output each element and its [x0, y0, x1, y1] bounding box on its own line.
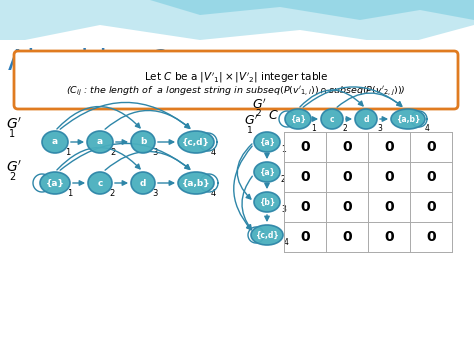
Text: 0: 0 — [384, 200, 394, 214]
Ellipse shape — [88, 172, 112, 194]
Text: a: a — [52, 137, 58, 147]
Text: a: a — [97, 137, 103, 147]
Text: 0: 0 — [342, 170, 352, 184]
Text: 1: 1 — [281, 145, 286, 154]
Text: b: b — [140, 137, 146, 147]
Text: 0: 0 — [300, 170, 310, 184]
Text: $G'$: $G'$ — [244, 114, 259, 128]
Ellipse shape — [131, 131, 155, 153]
Text: 4: 4 — [211, 148, 216, 157]
Ellipse shape — [254, 132, 280, 152]
Ellipse shape — [355, 109, 377, 129]
Text: {a}: {a} — [290, 115, 306, 124]
Text: 0: 0 — [426, 230, 436, 244]
Text: d: d — [140, 179, 146, 187]
Text: 3: 3 — [377, 124, 382, 133]
Text: 1: 1 — [311, 124, 316, 133]
Text: 0: 0 — [426, 140, 436, 154]
Text: {b}: {b} — [259, 197, 275, 207]
Text: {a}: {a} — [259, 137, 275, 147]
FancyBboxPatch shape — [14, 51, 458, 109]
Text: 3: 3 — [152, 189, 157, 198]
Text: $G'$: $G'$ — [6, 117, 22, 132]
Text: 4: 4 — [211, 189, 216, 198]
Text: 0: 0 — [300, 140, 310, 154]
Text: 0: 0 — [342, 140, 352, 154]
Text: 0: 0 — [342, 230, 352, 244]
Text: c: c — [97, 179, 103, 187]
Text: 0: 0 — [384, 170, 394, 184]
Text: 2: 2 — [109, 189, 114, 198]
Ellipse shape — [131, 172, 155, 194]
Text: {a}: {a} — [46, 179, 64, 187]
Text: 4: 4 — [284, 238, 289, 247]
Text: 1: 1 — [247, 126, 253, 135]
Text: {c,d}: {c,d} — [182, 137, 210, 147]
Text: 0: 0 — [426, 200, 436, 214]
Text: 2: 2 — [343, 124, 348, 133]
Text: 2: 2 — [255, 109, 261, 118]
Text: $G'$: $G'$ — [6, 160, 22, 175]
Text: {a,b}: {a,b} — [396, 115, 420, 124]
Ellipse shape — [40, 172, 70, 194]
Text: 2: 2 — [110, 148, 115, 157]
Text: 0: 0 — [384, 140, 394, 154]
Text: 2: 2 — [9, 172, 15, 182]
Ellipse shape — [391, 109, 425, 129]
Text: 4: 4 — [425, 124, 430, 133]
Polygon shape — [0, 0, 474, 45]
Text: 0: 0 — [300, 230, 310, 244]
Ellipse shape — [87, 131, 113, 153]
Text: {c,d}: {c,d} — [255, 230, 279, 240]
Text: 3: 3 — [152, 148, 157, 157]
Text: {a,b}: {a,b} — [182, 179, 210, 187]
Text: 2: 2 — [281, 175, 286, 184]
Ellipse shape — [285, 109, 311, 129]
Text: $G'$: $G'$ — [252, 98, 267, 112]
Ellipse shape — [254, 162, 280, 182]
Ellipse shape — [42, 131, 68, 153]
Text: 0: 0 — [384, 230, 394, 244]
Text: 1: 1 — [9, 129, 15, 139]
Text: 0: 0 — [426, 170, 436, 184]
Text: c: c — [330, 115, 334, 124]
Text: 0: 0 — [342, 200, 352, 214]
Text: 1: 1 — [67, 189, 72, 198]
Text: ($C_{ij}$ : the length of  a longest string in $subseq(P(v'_{1,i}))\cap subseq(P: ($C_{ij}$ : the length of a longest stri… — [66, 84, 406, 98]
Ellipse shape — [254, 192, 280, 212]
Text: 1: 1 — [65, 148, 70, 157]
Ellipse shape — [178, 172, 214, 194]
Polygon shape — [150, 0, 474, 20]
Text: 0: 0 — [300, 200, 310, 214]
Ellipse shape — [178, 131, 214, 153]
Text: Let $C$ be a $|V'_1|\times|V'_2|$ integer table: Let $C$ be a $|V'_1|\times|V'_2|$ intege… — [144, 71, 328, 85]
Ellipse shape — [251, 225, 283, 245]
Polygon shape — [0, 40, 474, 355]
Text: {a}: {a} — [259, 168, 275, 176]
Text: $C$: $C$ — [268, 109, 279, 122]
Text: 3: 3 — [281, 205, 286, 214]
Ellipse shape — [321, 109, 343, 129]
Text: d: d — [363, 115, 369, 124]
Text: Algorithm 2: Algorithm 2 — [8, 48, 171, 76]
